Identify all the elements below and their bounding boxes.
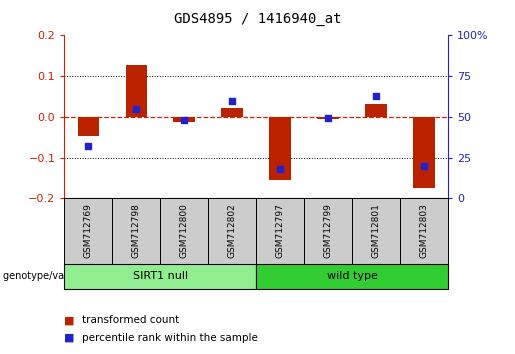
Text: GSM712799: GSM712799	[323, 204, 333, 258]
Bar	[413, 117, 435, 188]
Text: genotype/variation ▶: genotype/variation ▶	[3, 272, 106, 281]
Bar	[126, 65, 147, 117]
Bar	[78, 117, 99, 136]
Text: GSM712803: GSM712803	[420, 204, 428, 258]
Point	[276, 166, 284, 172]
Text: ■: ■	[64, 315, 75, 325]
Text: GDS4895 / 1416940_at: GDS4895 / 1416940_at	[174, 12, 341, 27]
Point	[420, 163, 428, 169]
Text: GSM712769: GSM712769	[84, 204, 93, 258]
Point	[372, 93, 380, 98]
Text: SIRT1 null: SIRT1 null	[133, 272, 188, 281]
Point	[132, 106, 141, 112]
Text: GSM712802: GSM712802	[228, 204, 237, 258]
Bar	[317, 117, 339, 119]
Bar	[269, 117, 291, 180]
Text: percentile rank within the sample: percentile rank within the sample	[82, 333, 259, 343]
Text: ■: ■	[64, 333, 75, 343]
Point	[84, 143, 93, 149]
Text: GSM712798: GSM712798	[132, 204, 141, 258]
Text: GSM712801: GSM712801	[372, 204, 381, 258]
Text: GSM712800: GSM712800	[180, 204, 189, 258]
Bar	[365, 104, 387, 117]
Bar	[221, 108, 243, 117]
Bar	[174, 117, 195, 122]
Point	[180, 117, 188, 123]
Text: wild type: wild type	[327, 272, 377, 281]
Point	[324, 115, 332, 120]
Text: GSM712797: GSM712797	[276, 204, 285, 258]
Point	[228, 98, 236, 103]
Text: transformed count: transformed count	[82, 315, 180, 325]
